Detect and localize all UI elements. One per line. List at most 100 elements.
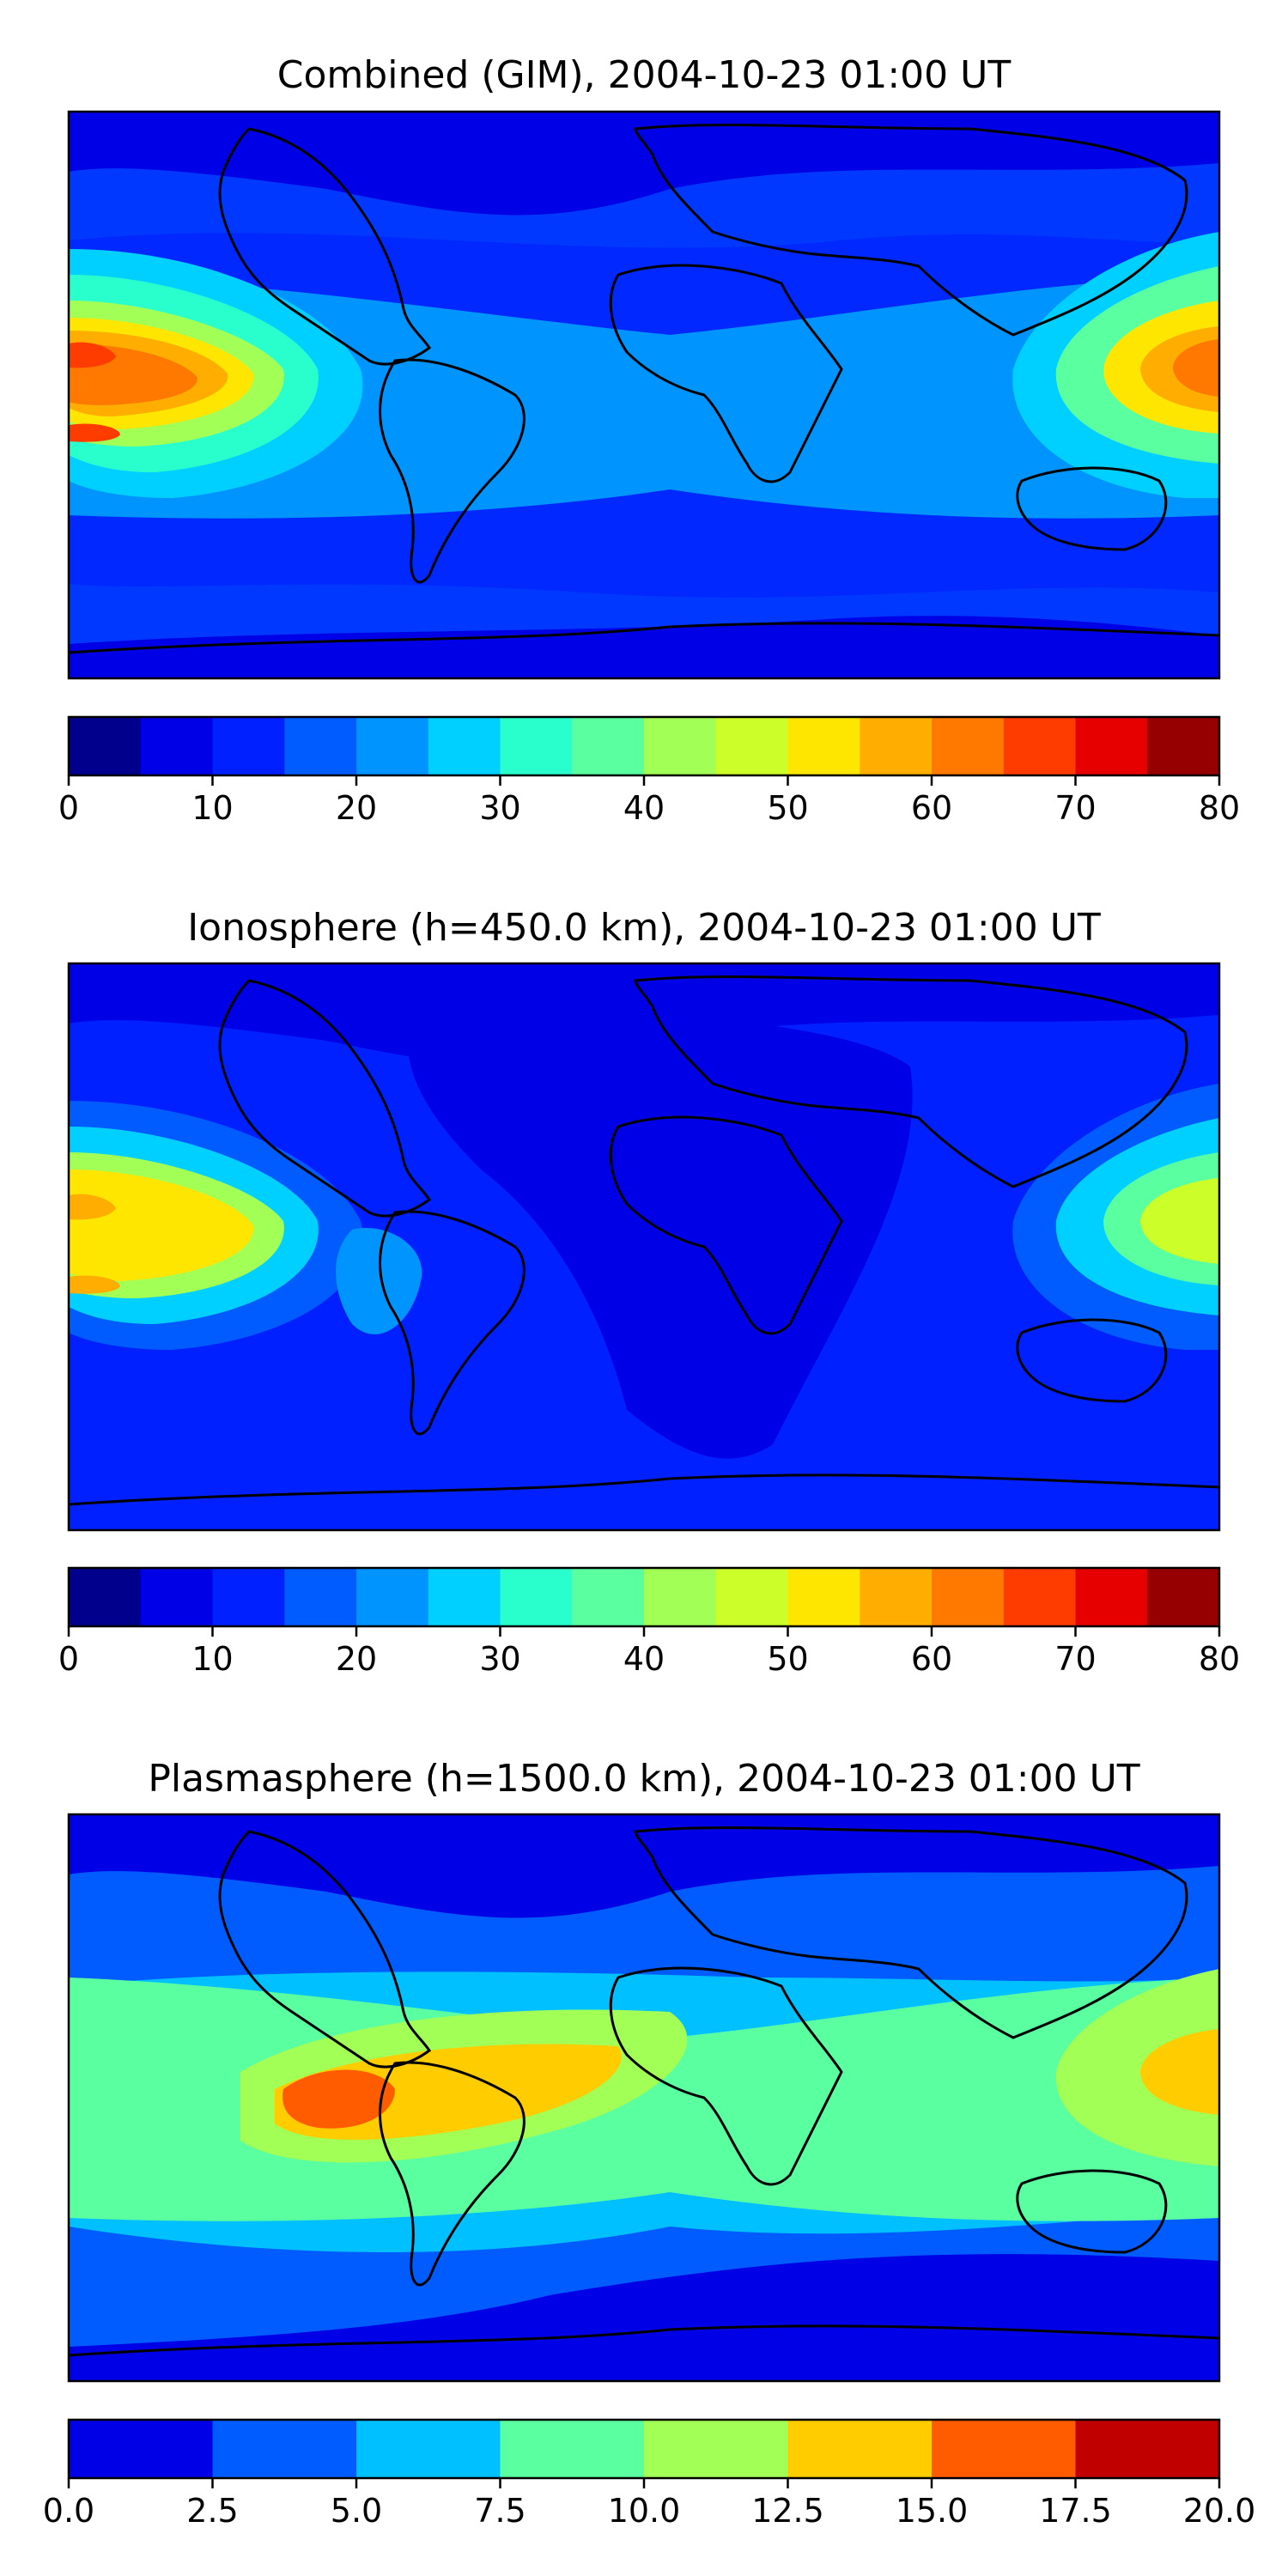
colorbar-segment [428,1568,501,1626]
colorbar-segment [1147,1568,1220,1626]
coastline [634,975,1188,1188]
colorbar-segment [644,2420,788,2478]
colorbar-tick-label: 0.0 [42,2492,95,2530]
contour-asia-east-mid [1055,1969,1219,2166]
colorbar-tick-label: 60 [910,1640,953,1678]
coastline [634,1826,1188,2039]
coastline [379,358,526,584]
coastline [1016,1318,1168,1403]
colorbar-segment [1003,1568,1076,1626]
colorbar-segment [1075,2420,1220,2478]
colorbar-segment [212,717,285,775]
colorbar-tick-label: 0 [58,1640,80,1678]
colorbar-segment [787,1568,860,1626]
contour-south-dark [69,616,1219,678]
colorbar-tick-label: 10.0 [607,2492,681,2530]
colorbar-segment [284,1568,357,1626]
colorbar-segment [356,717,429,775]
colorbar-tick-label: 5.0 [330,2492,383,2530]
colorbar-tick-label: 30 [479,1640,521,1678]
colorbar-segment [1075,1568,1148,1626]
colorbar-tick-label: 20.0 [1182,2492,1256,2530]
colorbar-segment [500,2420,645,2478]
contour-asia-east-core [1140,2029,1219,2115]
coastline [1016,466,1168,551]
map-frame [67,1813,1221,2383]
map-frame [67,110,1221,680]
contour-pacific-west-spot [69,342,120,442]
colorbar-segment [572,717,645,775]
contour-asia-east-peak [1172,339,1219,397]
colorbar-segment [644,1568,717,1626]
colorbar-segment [787,717,860,775]
contour-north-dark [69,1814,1219,1918]
map-title: Combined (GIM), 2004-10-23 01:00 UT [276,53,1012,97]
colorbar-segment [1003,717,1076,775]
contour-atlantic-peak [283,2069,395,2129]
coastline [379,1210,526,1436]
contour-pacific-west-spot [69,1194,120,1294]
colorbar-segment [932,2420,1076,2478]
coastline [69,1473,1219,1506]
colorbar-tick-label: 20 [335,1640,378,1678]
colorbar-tick-label: 40 [623,789,665,827]
contour-belt [69,275,1219,519]
colorbar-tick-label: 70 [1054,789,1097,827]
colorbar-tick-label: 40 [623,1640,665,1678]
colorbar-segment [860,1568,933,1626]
map-field-group [69,963,1219,1530]
colorbar-tick-label: 17.5 [1039,2492,1112,2530]
colorbar-segment [356,2420,501,2478]
colorbar-tick-label: 2.5 [186,2492,239,2530]
colorbar-segment [69,1568,142,1626]
coastline [69,2324,1219,2357]
colorbar-tick-label: 10 [191,1640,234,1678]
colorbar-segment [1147,717,1220,775]
colorbar-tick-label: 80 [1198,789,1241,827]
colorbar-segment [860,717,933,775]
colorbar-segment [715,717,788,775]
contour-asia-east-core [1140,1178,1219,1264]
colorbar-segment [644,717,717,775]
coastline [609,1966,843,2186]
coastline [69,622,1219,654]
colorbar-segment [715,1568,788,1626]
colorbar-tick-label: 20 [335,789,378,827]
colorbar-tick-label: 70 [1054,1640,1097,1678]
map-frame [67,962,1221,1532]
colorbar-segment [500,1568,573,1626]
colorbar-tick-label: 10 [191,789,234,827]
colorbar-segment [69,2420,213,2478]
map-title: Ionosphere (h=450.0 km), 2004-10-23 01:0… [187,906,1101,950]
coastline [634,124,1188,337]
colorbar-segment [932,717,1005,775]
coastline [218,127,432,366]
colorbar-segment [140,717,213,775]
colorbar-ionosphere [67,1566,1221,1637]
map-field-group [69,1814,1219,2381]
contour-south-america [336,1228,422,1334]
colorbar-segment [140,1568,213,1626]
colorbar-plasmasphere [67,2418,1221,2488]
colorbar-segment [500,717,573,775]
colorbar-segment [212,2420,357,2478]
map-combined [67,110,1221,680]
colorbar-tick-label: 30 [479,789,521,827]
contour-south-dark-east [69,2254,1219,2381]
coastline [609,264,843,483]
contour-north-dark [69,963,1219,1067]
contour-north-dark [69,112,1219,216]
colorbar-tick-label: 12.5 [751,2492,824,2530]
map-plasmasphere [67,1813,1221,2383]
colorbar-tick-label: 50 [767,789,809,827]
colorbar-tick-label: 60 [910,789,953,827]
colorbar-segment [787,2420,933,2478]
colorbar-tick-label: 15.0 [895,2492,969,2530]
map-field-group [69,112,1219,678]
map-title: Plasmasphere (h=1500.0 km), 2004-10-23 0… [148,1757,1140,1801]
colorbar-segment [69,717,142,775]
colorbar-segment [212,1568,285,1626]
contour-pacific-west-core [69,1170,254,1281]
colorbar-segment [1075,717,1148,775]
colorbar-tick-label: 7.5 [474,2492,526,2530]
